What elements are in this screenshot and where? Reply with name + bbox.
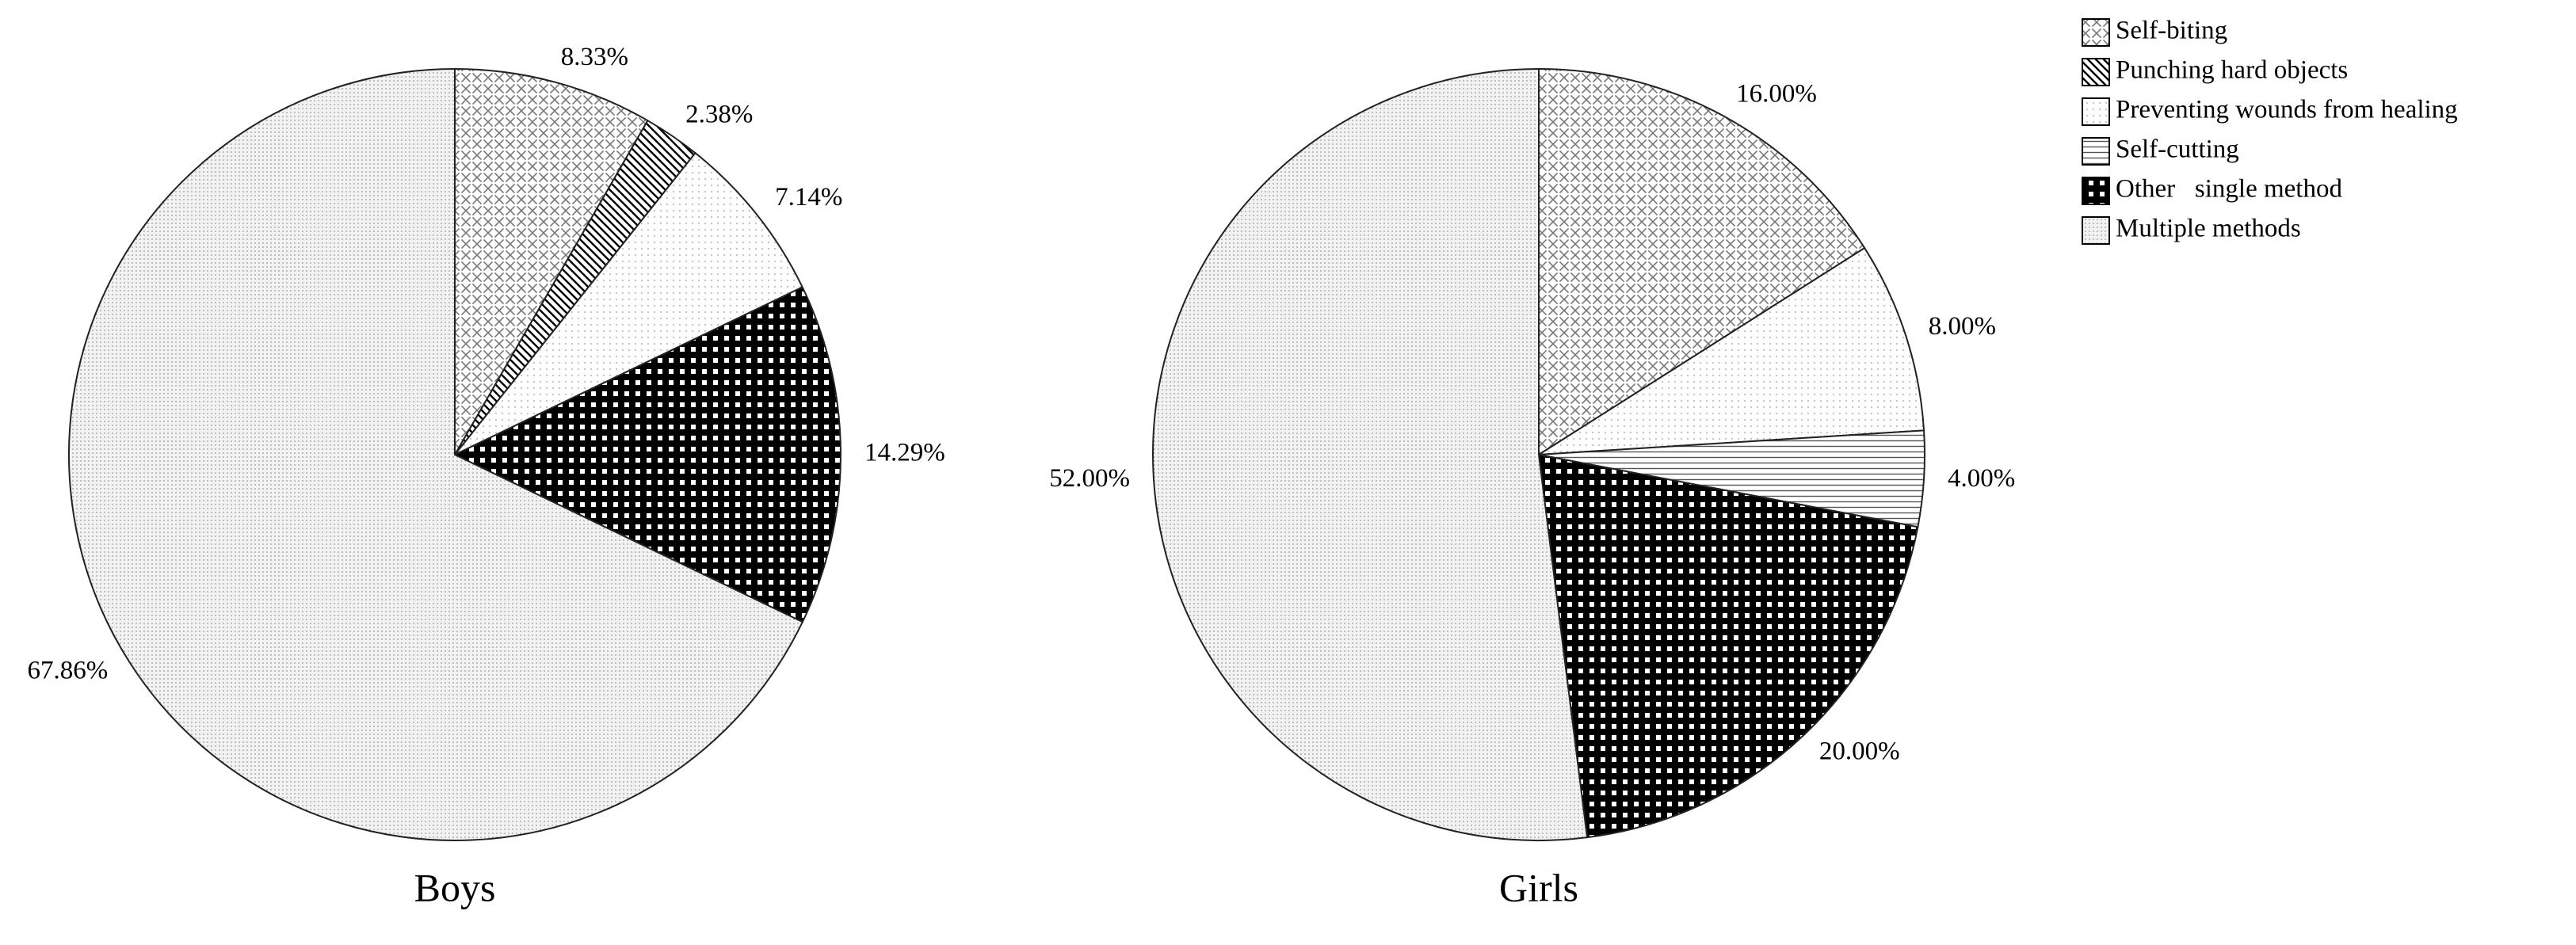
data-label: 14.29% bbox=[864, 438, 945, 467]
legend-label: Preventing wounds from healing bbox=[2116, 96, 2458, 124]
legend-label: Punching hard objects bbox=[2116, 56, 2348, 85]
pie-slice bbox=[452, 286, 842, 623]
legend-swatch bbox=[2082, 97, 2110, 126]
legend-label: Self-biting bbox=[2116, 17, 2227, 45]
pie-slice bbox=[68, 67, 804, 841]
pie-slice bbox=[454, 151, 804, 455]
pie-slice bbox=[1152, 67, 1589, 841]
legend-swatch bbox=[2082, 216, 2110, 245]
pie-slice bbox=[1538, 67, 1866, 456]
pie-slice bbox=[1537, 453, 1919, 839]
chart-title: Boys bbox=[414, 865, 496, 909]
legend-label: Other single method bbox=[2116, 175, 2342, 204]
data-label: 4.00% bbox=[1948, 464, 2015, 493]
data-label: 20.00% bbox=[1819, 737, 1900, 765]
data-label: 16.00% bbox=[1736, 80, 1817, 109]
pie-slice bbox=[454, 67, 649, 458]
data-label: 2.38% bbox=[685, 100, 753, 128]
data-label: 67.86% bbox=[28, 657, 109, 685]
data-label: 7.14% bbox=[775, 183, 842, 211]
data-label: 8.33% bbox=[561, 43, 628, 71]
legend-swatch bbox=[2082, 137, 2110, 166]
legend-swatch bbox=[2082, 177, 2110, 205]
data-label: 8.00% bbox=[1929, 312, 1996, 341]
legend-swatch bbox=[2082, 58, 2110, 86]
legend-swatch bbox=[2082, 18, 2110, 47]
pie-slice bbox=[1538, 246, 1925, 455]
data-label: 52.00% bbox=[1049, 464, 1130, 493]
chart-title: Girls bbox=[1499, 865, 1578, 909]
legend-label: Self-cutting bbox=[2116, 135, 2239, 164]
legend-label: Multiple methods bbox=[2116, 215, 2301, 243]
